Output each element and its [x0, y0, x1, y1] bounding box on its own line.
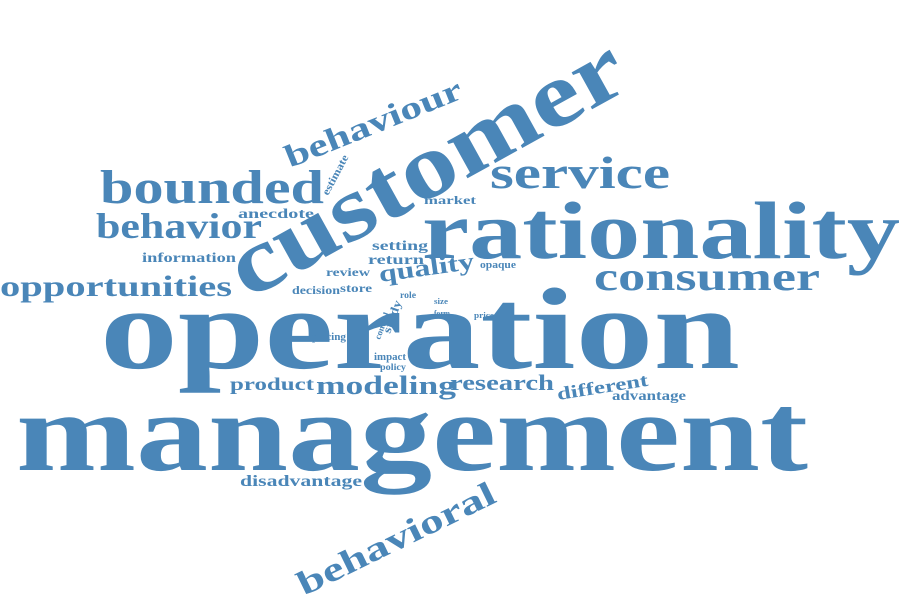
word-review: review	[326, 265, 370, 279]
word-consumer: consumer	[594, 254, 820, 299]
word-form: form	[434, 309, 450, 318]
word-impact: impact	[374, 351, 406, 363]
word-disadvantage: disadvantage	[240, 473, 362, 490]
word-return: return	[368, 253, 424, 268]
word-size: size	[434, 297, 449, 306]
word-advantage: advantage	[612, 389, 686, 404]
word-management: management	[16, 371, 808, 495]
word-product: product	[230, 374, 314, 394]
word-service: service	[490, 147, 670, 198]
word-market: market	[424, 193, 476, 207]
word-setting: setting	[372, 239, 428, 254]
word-role: role	[400, 290, 416, 300]
word-operation: operation	[100, 266, 740, 394]
word-anecdote: anecdote	[238, 207, 314, 222]
word-policy: policy	[380, 362, 407, 372]
word-opaque: opaque	[480, 260, 517, 271]
word-pricing: pricing	[312, 332, 346, 343]
word-behavior: behavior	[96, 206, 262, 246]
word-opportunities: opportunities	[0, 270, 232, 303]
word-decision: decision	[292, 283, 340, 297]
word-bounded: bounded	[100, 161, 324, 214]
word-store: store	[340, 281, 373, 295]
word-rationality: rationality	[422, 185, 900, 276]
word-information: information	[142, 251, 236, 266]
word-modeling: modeling	[316, 371, 456, 400]
word-price: price	[474, 311, 495, 320]
word-research: research	[450, 370, 554, 395]
